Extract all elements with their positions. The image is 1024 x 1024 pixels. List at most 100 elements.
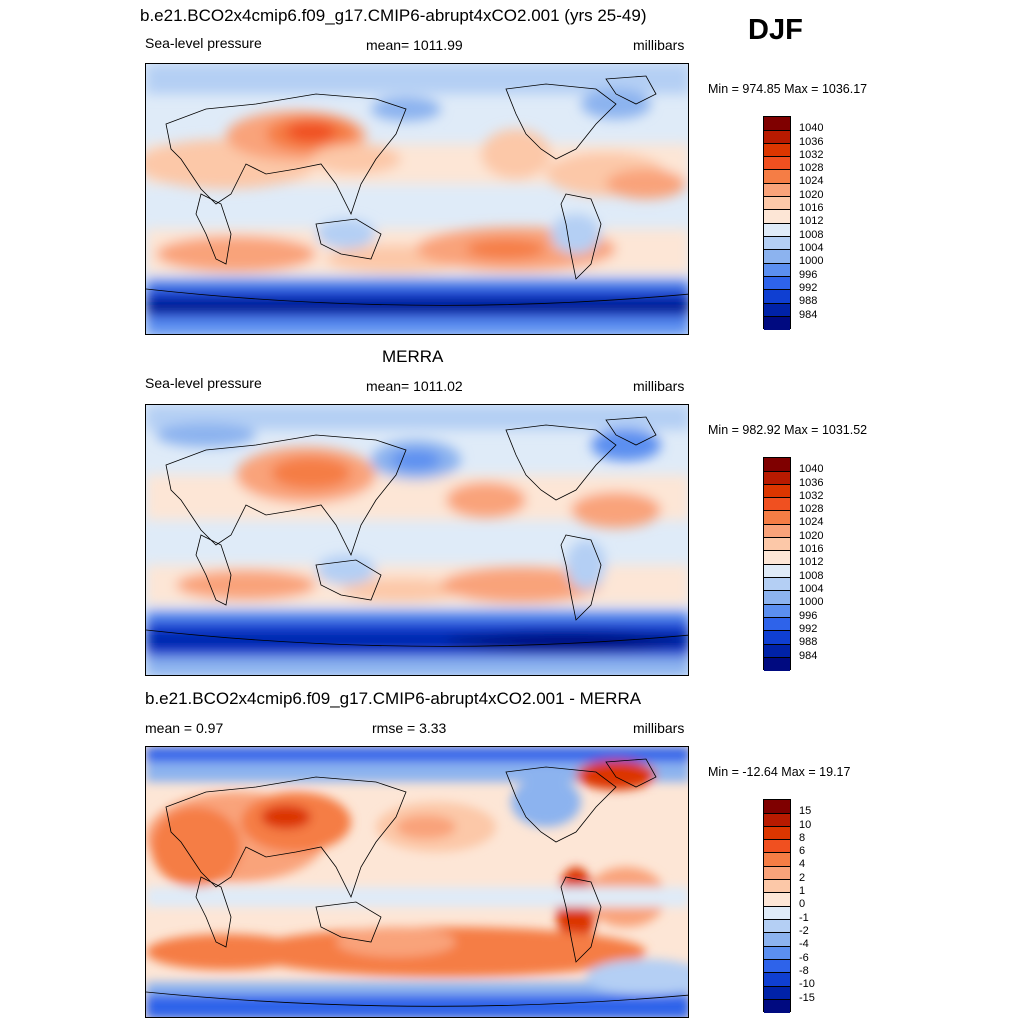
panel-2-colorbar-swatch (764, 590, 790, 604)
panel-1-title: b.e21.BCO2x4cmip6.f09_g17.CMIP6-abrupt4x… (140, 6, 647, 25)
panel-1-colorbar-swatch (764, 249, 790, 263)
panel-1-colorbar-label: 1016 (799, 202, 824, 214)
panel-3-units: millibars (633, 720, 685, 736)
panel-3-colorbar-label: -15 (799, 992, 815, 1004)
panel-1-colorbar-label: 992 (799, 282, 818, 294)
panel-3-colorbar-swatch (764, 906, 790, 920)
panel-2-colorbar-swatch (764, 497, 790, 511)
panel-3-colorbar-label: -6 (799, 952, 809, 964)
panel-1-colorbar-label: 1020 (799, 189, 824, 201)
panel-2-colorbar-swatch (764, 644, 790, 658)
panel-1-colorbar-label: 1008 (799, 229, 824, 241)
panel-1-colorbar-swatch (764, 183, 790, 197)
panel-2-colorbar-swatch (764, 537, 790, 551)
panel-1-colorbar-swatch (764, 276, 790, 290)
panel-1-colorbar-label: 988 (799, 295, 818, 307)
panel-1-colorbar-swatch (764, 316, 790, 330)
panel-3-colorbar-label: -4 (799, 938, 809, 950)
panel-3-title: b.e21.BCO2x4cmip6.f09_g17.CMIP6-abrupt4x… (145, 689, 642, 708)
panel-2-colorbar-label: 1024 (799, 516, 824, 528)
panel-3-colorbar-label: 2 (799, 872, 806, 884)
panel-2-colorbar-label: 996 (799, 610, 818, 622)
panel-3-colorbar-label: 4 (799, 858, 806, 870)
panel-3-colorbar-swatch (764, 852, 790, 866)
panel-1-colorbar-label: 1028 (799, 162, 824, 174)
panel-3-map (145, 746, 689, 1018)
panel-3-colorbar-swatch (764, 986, 790, 1000)
panel-2-colorbar-swatch (764, 550, 790, 564)
panel-2-colorbar-label: 992 (799, 623, 818, 635)
panel-3-colorbar-label: 0 (799, 898, 806, 910)
panel-1-colorbar-swatch (764, 196, 790, 210)
panel-2-map (145, 404, 689, 676)
panel-1-colorbar-swatch (764, 289, 790, 303)
panel-1-minmax: Min = 974.85 Max = 1036.17 (708, 82, 868, 96)
panel-1-mean: mean= 1011.99 (366, 37, 463, 53)
panel-3-colorbar-swatch (764, 972, 790, 986)
panel-2-colorbar-label: 1036 (799, 477, 824, 489)
panel-2-minmax: Min = 982.92 Max = 1031.52 (708, 423, 868, 437)
panel-2-colorbar-label: 1028 (799, 503, 824, 515)
panel-1-colorbar-swatch (764, 156, 790, 170)
panel-3-colorbar (763, 799, 791, 1013)
panel-3-colorbar-swatch (764, 999, 790, 1013)
panel-2-colorbar-label: 1000 (799, 596, 824, 608)
panel-3-mean: mean = 0.97 (145, 720, 224, 736)
panel-1-colorbar-label: 1040 (799, 122, 824, 134)
panel-2-colorbar-label: 1040 (799, 463, 824, 475)
panel-2-colorbar-label: 1008 (799, 570, 824, 582)
panel-2-colorbar-swatch (764, 524, 790, 538)
panel-3-colorbar-swatch (764, 800, 790, 814)
panel-1-colorbar-label: 1012 (799, 215, 824, 227)
panel-3-map-field (146, 747, 688, 1017)
panel-2-colorbar-label: 1004 (799, 583, 824, 595)
panel-3-colorbar-label: 1 (799, 885, 806, 897)
panel-3-colorbar-label: -1 (799, 912, 809, 924)
panel-1-colorbar-swatch (764, 236, 790, 250)
panel-2-colorbar-swatch (764, 617, 790, 631)
panel-1-map (145, 63, 689, 335)
panel-3-colorbar-label: -10 (799, 978, 815, 990)
panel-2-map-field (146, 405, 688, 675)
panel-1-colorbar-swatch (764, 130, 790, 144)
panel-2-title: MERRA (382, 347, 444, 366)
panel-3-colorbar-label: -2 (799, 925, 809, 937)
panel-2-colorbar-swatch (764, 471, 790, 485)
panel-3-colorbar-swatch (764, 813, 790, 827)
panel-3-colorbar-label: -8 (799, 965, 809, 977)
panel-3-colorbar-label: 8 (799, 832, 806, 844)
panel-1-colorbar (763, 116, 791, 330)
panel-3-colorbar-swatch (764, 839, 790, 853)
panel-1-units: millibars (633, 37, 685, 53)
panel-2-colorbar-swatch (764, 484, 790, 498)
season-label: DJF (748, 14, 803, 46)
panel-3-colorbar-swatch (764, 892, 790, 906)
panel-2-colorbar-label: 1016 (799, 543, 824, 555)
panel-2-colorbar-label: 1032 (799, 490, 824, 502)
panel-2-variable: Sea-level pressure (145, 375, 262, 391)
panel-1-colorbar-label: 1024 (799, 175, 824, 187)
panel-1-colorbar-label: 1004 (799, 242, 824, 254)
panel-3-colorbar-swatch (764, 959, 790, 973)
panel-3-colorbar-swatch (764, 879, 790, 893)
panel-1-map-field (146, 64, 688, 334)
panel-1-colorbar-swatch (764, 209, 790, 223)
panel-2-colorbar-label: 1020 (799, 530, 824, 542)
panel-3-colorbar-swatch (764, 932, 790, 946)
panel-2-colorbar-swatch (764, 458, 790, 472)
panel-1-colorbar-swatch (764, 303, 790, 317)
panel-2-colorbar-label: 988 (799, 636, 818, 648)
panel-1-colorbar-swatch (764, 143, 790, 157)
panel-1-colorbar-label: 1032 (799, 149, 824, 161)
panel-2-colorbar-swatch (764, 564, 790, 578)
panel-3-colorbar-swatch (764, 919, 790, 933)
panel-3-colorbar-swatch (764, 826, 790, 840)
panel-1-colorbar-label: 984 (799, 309, 818, 321)
panel-2-mean: mean= 1011.02 (366, 378, 463, 394)
panel-3-minmax: Min = -12.64 Max = 19.17 (708, 765, 851, 779)
panel-2-colorbar-swatch (764, 577, 790, 591)
panel-2-colorbar (763, 457, 791, 671)
panel-3-colorbar-label: 15 (799, 805, 812, 817)
panel-1-colorbar-label: 1000 (799, 255, 824, 267)
panel-1-colorbar-swatch (764, 263, 790, 277)
